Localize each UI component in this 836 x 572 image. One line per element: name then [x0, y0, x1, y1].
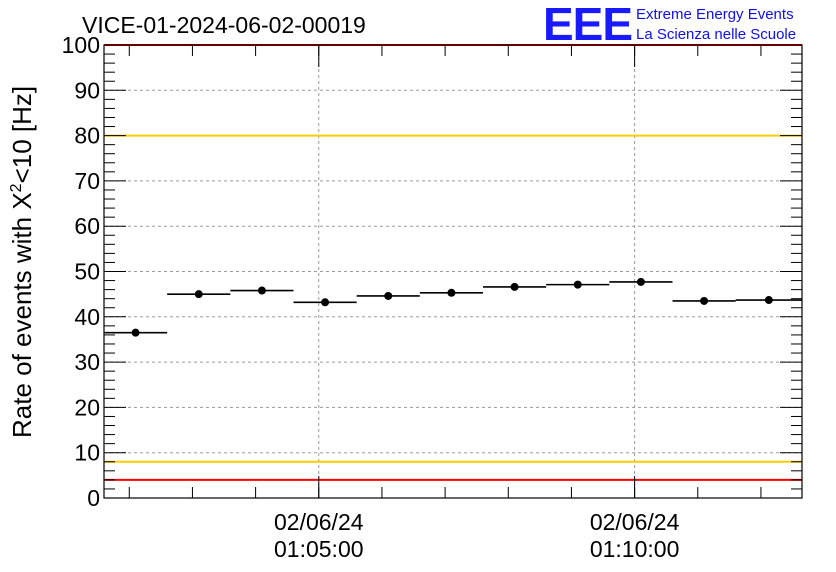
- logo-line-1: Extreme Energy Events: [636, 6, 794, 23]
- y-tick-label: 30: [74, 349, 100, 375]
- data-point: [447, 288, 456, 297]
- logo-mark: EEE: [543, 0, 632, 50]
- y-tick-label: 80: [74, 123, 100, 149]
- y-axis-title: Rate of events with X2<10 [Hz]: [7, 86, 37, 438]
- logo-line-2: La Scienza nelle Scuole: [636, 26, 796, 43]
- data-point: [573, 280, 582, 289]
- y-tick-label: 100: [62, 32, 100, 58]
- grid: [104, 45, 802, 498]
- data-point: [257, 286, 266, 295]
- eee-logo: EEE Extreme Energy Events La Scienza nel…: [543, 0, 796, 50]
- y-tick-labels: 0 10 20 30 40 50 60 70 80 90 100: [62, 32, 100, 511]
- axis-ticks: [104, 44, 802, 499]
- x-tick-label-time: 01:05:00: [274, 536, 364, 562]
- data-point: [764, 296, 773, 305]
- data-point: [700, 296, 709, 305]
- reference-lines: [104, 44, 802, 481]
- y-tick-label: 90: [74, 77, 100, 103]
- x-tick-label-date: 02/06/24: [274, 509, 364, 535]
- x-tick-label-date: 02/06/24: [590, 509, 680, 535]
- data-point: [194, 290, 203, 299]
- run-title: VICE-01-2024-06-02-00019: [82, 12, 366, 38]
- y-tick-label: 70: [74, 168, 100, 194]
- data-point: [321, 298, 330, 307]
- y-tick-label: 50: [74, 259, 100, 285]
- data-point: [131, 328, 140, 337]
- y-tick-label: 40: [74, 304, 100, 330]
- y-tick-label: 60: [74, 213, 100, 239]
- data-point: [510, 282, 519, 291]
- y-tick-label: 10: [74, 440, 100, 466]
- data-points: [104, 277, 802, 337]
- data-point: [636, 277, 645, 286]
- data-point: [384, 291, 393, 300]
- y-tick-label: 0: [87, 485, 100, 511]
- y-tick-label: 20: [74, 394, 100, 420]
- x-tick-label-time: 01:10:00: [590, 536, 680, 562]
